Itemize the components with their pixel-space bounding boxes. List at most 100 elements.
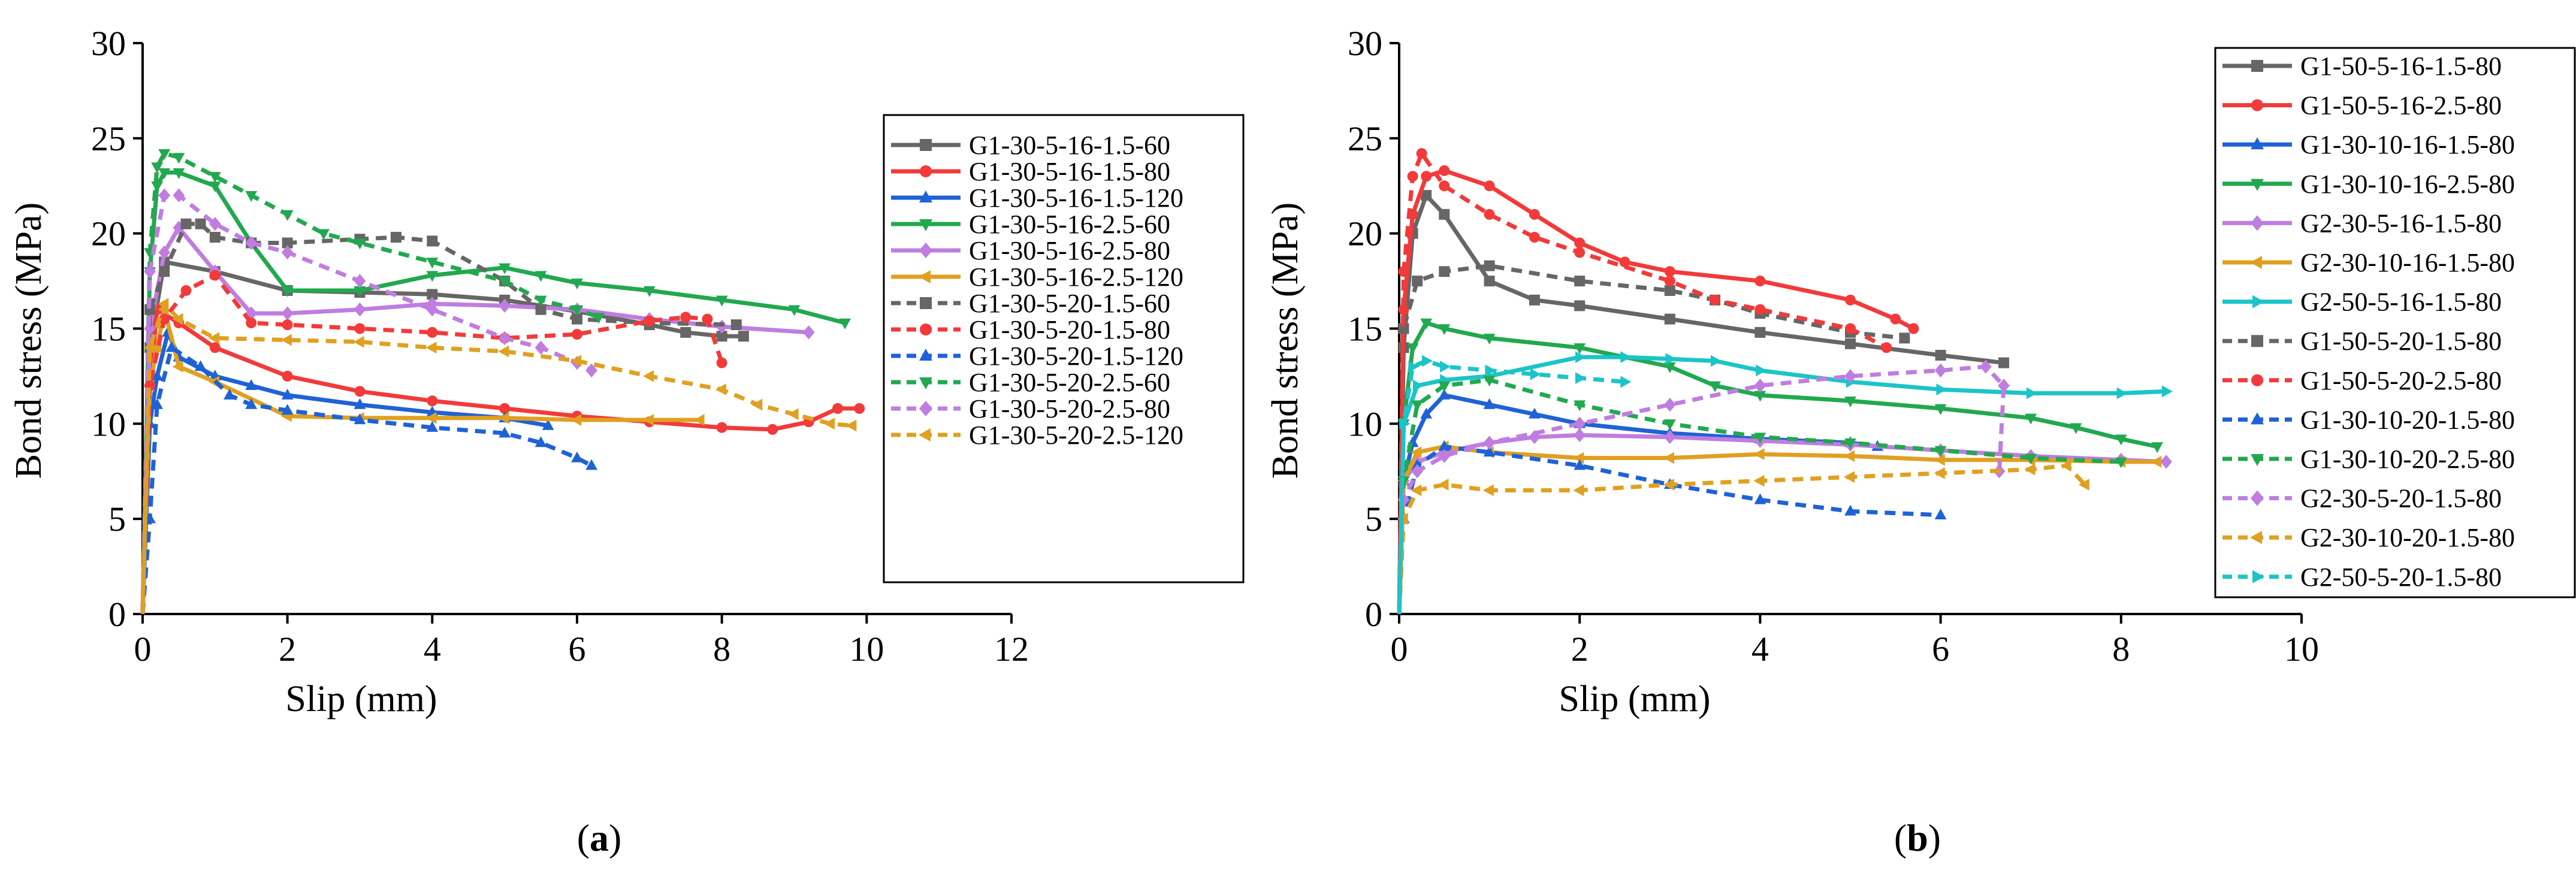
legend: G1-30-5-16-1.5-60G1-30-5-16-1.5-80G1-30-… xyxy=(883,114,1245,583)
data-point xyxy=(1483,376,1496,387)
data-point xyxy=(643,370,654,382)
series-line xyxy=(140,307,860,615)
data-point xyxy=(1934,363,1947,378)
data-point xyxy=(1421,190,1432,201)
data-point xyxy=(716,422,727,433)
data-point xyxy=(1484,276,1495,287)
data-point xyxy=(1620,376,1632,388)
data-point xyxy=(1754,379,1766,393)
data-point xyxy=(281,404,294,415)
legend-swatch-marker xyxy=(919,349,932,361)
data-point xyxy=(1899,332,1910,344)
data-point xyxy=(1529,294,1540,306)
data-point xyxy=(1844,471,1855,483)
data-point xyxy=(1754,391,1766,402)
series-line xyxy=(140,330,549,615)
data-point xyxy=(281,245,294,260)
data-point xyxy=(1575,372,1586,384)
data-point xyxy=(1844,450,1855,462)
data-point xyxy=(751,398,763,411)
data-point xyxy=(1439,208,1450,220)
series-G1-30-10-20-2.5-80 xyxy=(1397,376,2127,615)
data-point xyxy=(1663,479,1674,491)
data-point xyxy=(1398,266,1409,277)
data-point xyxy=(426,271,439,282)
data-point xyxy=(1416,148,1427,159)
data-point xyxy=(680,326,691,338)
data-point xyxy=(1665,353,1677,365)
legend-swatch-marker xyxy=(2250,256,2262,269)
series-line xyxy=(1397,168,1915,615)
legend-label: G1-50-5-16-1.5-80 xyxy=(2300,52,2502,81)
y-tick-label: 30 xyxy=(91,24,126,63)
data-point xyxy=(2060,459,2071,472)
data-point xyxy=(845,419,857,432)
data-point xyxy=(1439,266,1450,277)
data-point xyxy=(767,424,778,435)
legend-swatch-marker xyxy=(2251,412,2264,425)
data-point xyxy=(165,341,178,352)
series-line xyxy=(1397,463,2087,615)
data-point xyxy=(572,313,582,325)
data-point xyxy=(1439,180,1450,192)
data-point xyxy=(1411,464,1424,479)
data-point xyxy=(158,245,171,260)
data-point xyxy=(693,414,705,426)
data-point xyxy=(585,459,598,470)
series-line xyxy=(140,307,700,615)
data-point xyxy=(2115,457,2127,468)
data-point xyxy=(158,298,169,310)
legend-swatch-marker xyxy=(2251,490,2264,506)
data-point xyxy=(1934,509,1947,520)
legend-label: G1-50-5-20-1.5-80 xyxy=(2300,326,2502,356)
series-line xyxy=(1397,359,1625,615)
legend-swatch-marker xyxy=(2252,295,2264,309)
legend-swatch-marker xyxy=(920,297,932,309)
data-point xyxy=(1412,276,1423,287)
y-tick-label: 15 xyxy=(91,310,126,349)
data-point xyxy=(1754,493,1766,504)
x-axis-label: Slip (mm) xyxy=(285,679,437,719)
data-point xyxy=(1484,260,1495,271)
data-point xyxy=(427,235,438,247)
data-point xyxy=(534,340,547,355)
data-point xyxy=(1756,364,1767,377)
data-point xyxy=(1530,368,1541,380)
data-point xyxy=(1754,276,1766,287)
data-point xyxy=(1398,304,1409,315)
data-point xyxy=(281,306,294,320)
legend-swatch-marker xyxy=(2251,60,2263,72)
series-G1-30-10-16-1.5-80 xyxy=(1397,388,1884,615)
data-point xyxy=(2160,455,2172,469)
data-point xyxy=(571,451,583,462)
series-G1-30-5-20-2.5-80 xyxy=(140,188,598,615)
data-point xyxy=(1619,256,1630,268)
series-G1-30-5-20-1.5-120 xyxy=(140,341,598,615)
series-line xyxy=(1397,377,2121,615)
data-point xyxy=(180,285,192,296)
data-point xyxy=(1484,180,1495,192)
data-point xyxy=(499,331,511,346)
data-point xyxy=(1420,407,1433,419)
series-line xyxy=(140,273,724,615)
data-point xyxy=(159,266,170,277)
data-point xyxy=(427,289,438,300)
data-point xyxy=(824,418,835,430)
data-point xyxy=(1411,484,1422,497)
data-point xyxy=(1934,467,1945,479)
data-point xyxy=(1664,276,1675,287)
data-point xyxy=(1754,433,1766,444)
legend-swatch-marker xyxy=(919,428,931,441)
data-point xyxy=(1574,276,1586,287)
data-point xyxy=(1399,418,1411,430)
series-G1-30-5-20-2.5-60 xyxy=(140,149,605,615)
data-point xyxy=(730,319,742,331)
legend-label: G1-30-10-16-1.5-80 xyxy=(2300,130,2515,159)
data-point xyxy=(571,305,583,316)
data-point xyxy=(1998,379,2010,393)
legend-swatch-marker xyxy=(919,190,932,202)
data-point xyxy=(1664,266,1675,277)
chart-panel-b: 0 2 4 6 8 10 0 5 10 15 20 25 30 Slip (mm) Bond stress … xyxy=(1265,24,2576,859)
y-tick-label: 10 xyxy=(91,404,126,443)
